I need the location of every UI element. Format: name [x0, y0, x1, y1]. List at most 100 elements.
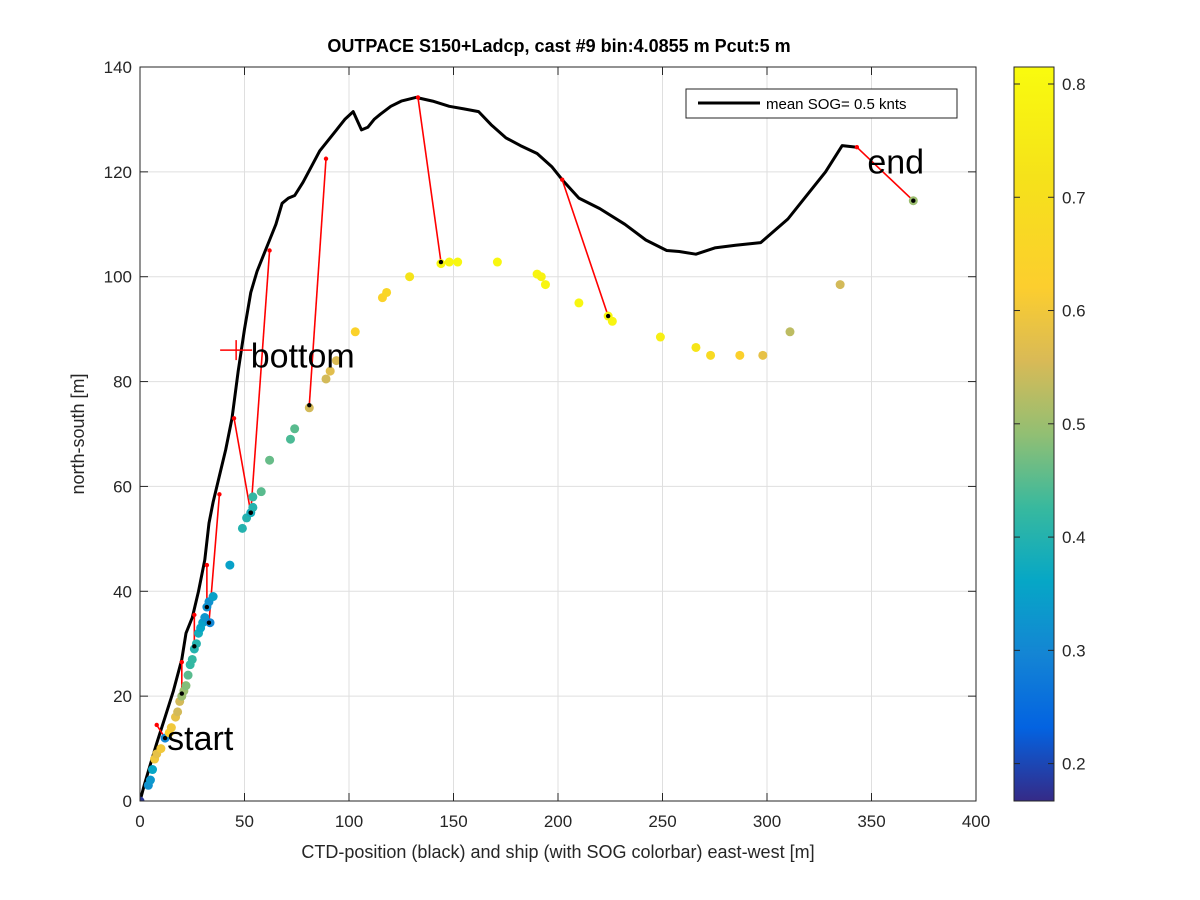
ship-point	[444, 257, 454, 267]
ship-point	[248, 502, 258, 512]
ship-point	[148, 765, 158, 775]
y-tick-label: 100	[104, 268, 132, 287]
ship-point	[265, 455, 275, 465]
colorbar: 0.2 0.3 0.4 0.5 0.6 0.7 0.8	[1013, 66, 1086, 802]
ctd-point-marker	[415, 95, 421, 100]
ship-point-marker	[248, 510, 253, 515]
colorbar-tick-label: 0.6	[1062, 302, 1086, 321]
bottom-marker	[220, 340, 253, 361]
x-tick-label: 0	[135, 812, 144, 831]
ctd-point-marker	[854, 145, 860, 150]
x-tick-label: 200	[544, 812, 572, 831]
ship-point-marker	[911, 198, 916, 203]
ship-point	[285, 434, 295, 444]
ship-point	[173, 707, 183, 717]
ctd-point-marker	[192, 612, 197, 618]
x-tick-label: 100	[335, 812, 363, 831]
ship-point	[607, 316, 617, 326]
y-tick-label: 0	[123, 792, 132, 811]
legend: mean SOG= 0.5 knts	[685, 88, 958, 119]
ship-point	[331, 356, 341, 366]
annotation-start: start	[167, 720, 234, 758]
ship-point-marker	[307, 402, 312, 408]
ship-point	[382, 287, 392, 297]
ctd-markers	[154, 95, 916, 741]
ctd-point-marker	[217, 492, 222, 497]
y-tick-label: 60	[113, 477, 132, 496]
ship-point	[248, 492, 258, 502]
colorbar-ticks: 0.2 0.3 0.4 0.5 0.6 0.7 0.8	[1014, 75, 1086, 774]
y-axis-ticks: 0 20 40 60 80 100 120 140	[104, 58, 976, 811]
ship-point	[655, 332, 665, 342]
ship-point	[536, 272, 546, 282]
ctd-point-marker	[231, 416, 237, 421]
y-axis-label: north-south [m]	[68, 373, 88, 494]
colorbar-tick-label: 0.4	[1062, 528, 1086, 547]
ctd-point-marker	[267, 248, 272, 253]
ship-point	[706, 350, 716, 360]
ship-point	[187, 654, 197, 664]
x-tick-label: 400	[962, 812, 990, 831]
colorbar-gradient	[1013, 66, 1055, 802]
connector-line	[561, 179, 609, 317]
ship-point-marker	[204, 604, 210, 610]
ctd-point-marker	[323, 156, 329, 161]
ship-point	[181, 681, 191, 691]
ctd-track-line	[140, 95, 858, 801]
ship-point	[735, 350, 745, 360]
y-tick-label: 80	[113, 373, 132, 392]
y-tick-label: 20	[113, 687, 132, 706]
connector-line	[417, 97, 442, 263]
colorbar-tick-label: 0.2	[1062, 755, 1086, 774]
colorbar-tick-label: 0.5	[1062, 415, 1086, 434]
y-tick-label: 120	[104, 163, 132, 182]
x-tick-label: 300	[753, 812, 781, 831]
colorbar-tick-label: 0.3	[1062, 641, 1086, 660]
ship-point	[691, 342, 701, 352]
ctd-point-marker	[559, 177, 565, 182]
ship-point	[166, 723, 176, 733]
ship-point	[145, 775, 155, 785]
ship-point-marker	[192, 644, 197, 649]
ship-point-marker	[162, 735, 168, 741]
ctd-point-marker	[179, 659, 184, 665]
ship-point	[256, 487, 266, 497]
y-tick-label: 40	[113, 582, 132, 601]
chart-title: OUTPACE S150+Ladcp, cast #9 bin:4.0855 m…	[327, 36, 790, 56]
x-tick-label: 350	[857, 812, 885, 831]
ship-point	[140, 796, 145, 801]
x-axis-label: CTD-position (black) and ship (with SOG …	[301, 842, 814, 862]
ship-point-marker	[179, 691, 184, 696]
ship-point	[835, 280, 845, 290]
ctd-point-marker	[204, 562, 210, 568]
ship-point	[492, 257, 502, 267]
annotation-end: end	[867, 143, 924, 181]
ctd-point-marker	[154, 722, 159, 728]
ship-point-marker	[438, 259, 444, 265]
ship-point	[225, 560, 235, 570]
ship-point-marker	[605, 313, 611, 319]
colorbar-tick-label: 0.7	[1062, 188, 1086, 207]
ship-points	[140, 196, 918, 801]
ship-point	[183, 670, 193, 680]
connector-line	[233, 418, 252, 513]
ship-point	[325, 366, 335, 376]
ship-point	[785, 327, 795, 337]
connector-line	[856, 146, 914, 202]
ship-point	[405, 272, 415, 282]
ship-point	[758, 350, 768, 360]
x-tick-label: 50	[235, 812, 254, 831]
colorbar-tick-label: 0.8	[1062, 75, 1086, 94]
plot-area: 0 50 100 150 200 250 300 350 400 0 20 40 60 80 100 120…	[104, 58, 991, 831]
ship-point	[350, 327, 360, 337]
ship-point	[453, 257, 463, 267]
legend-entry: mean SOG= 0.5 knts	[766, 96, 907, 113]
connector-line	[308, 158, 327, 406]
x-tick-label: 250	[648, 812, 676, 831]
ship-point	[156, 744, 166, 754]
ship-point	[321, 374, 331, 384]
connector-line	[249, 250, 271, 513]
ship-point	[237, 523, 247, 533]
ship-point	[540, 280, 550, 290]
